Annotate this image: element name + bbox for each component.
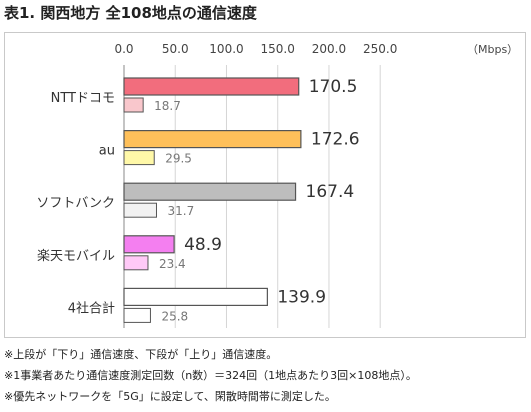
note-3: ※優先ネットワークを「5G」に設定して、閑散時間帯に測定した。	[4, 390, 336, 403]
upload-bar-4	[123, 307, 151, 323]
note-2: ※1事業者あたり通信速度測定回数（n数）＝324回（1地点あたり3回×108地点…	[4, 369, 417, 382]
upload-value-label-1: 29.5	[165, 152, 192, 166]
x-tick-label-5: 250.0	[363, 42, 397, 56]
upload-value-label-3: 23.4	[159, 257, 186, 271]
upload-bar-2	[123, 202, 157, 218]
download-bar-2	[123, 182, 297, 201]
upload-value-label-2: 31.7	[167, 204, 194, 218]
x-tick-label-1: 50.0	[162, 42, 189, 56]
download-bar-4	[123, 287, 268, 306]
upload-value-label-4: 25.8	[161, 309, 188, 323]
download-value-label-1: 172.6	[311, 130, 360, 150]
x-tick-label-0: 0.0	[114, 42, 133, 56]
x-tick-label-4: 200.0	[312, 42, 346, 56]
upload-bar-0	[123, 97, 144, 113]
bar-chart: 0.0 50.0 100.0 150.0 200.0 250.0 （Mbps） NTTドコモ 1…	[36, 42, 518, 328]
download-bar-3	[123, 235, 175, 254]
category-label-2: ソフトバンク	[36, 196, 115, 211]
category-label-4: 4社合計	[68, 300, 115, 316]
x-tick-label-3: 150.0	[261, 42, 295, 56]
download-value-label-0: 170.5	[309, 77, 358, 97]
download-value-label-3: 48.9	[184, 235, 222, 255]
notes: ※上段が「下り」通信速度、下段が「上り」通信速度。 ※1事業者あたり通信速度測定…	[4, 344, 417, 407]
upload-bar-1	[123, 150, 155, 166]
download-value-label-2: 167.4	[306, 182, 355, 202]
download-value-label-4: 139.9	[277, 287, 326, 307]
page-title: 表1. 関西地方 全108地点の通信速度	[4, 4, 257, 22]
note-1: ※上段が「下り」通信速度、下段が「上り」通信速度。	[4, 348, 278, 361]
download-bar-0	[123, 77, 300, 96]
download-bar-1	[123, 130, 302, 149]
upload-value-label-0: 18.7	[154, 99, 181, 113]
upload-bar-3	[123, 255, 149, 271]
category-label-0: NTTドコモ	[51, 91, 115, 106]
x-tick-label-2: 100.0	[209, 42, 243, 56]
category-label-3: 楽天モバイル	[37, 248, 115, 264]
unit-label: （Mbps）	[467, 43, 518, 56]
category-label-1: au	[99, 144, 115, 159]
